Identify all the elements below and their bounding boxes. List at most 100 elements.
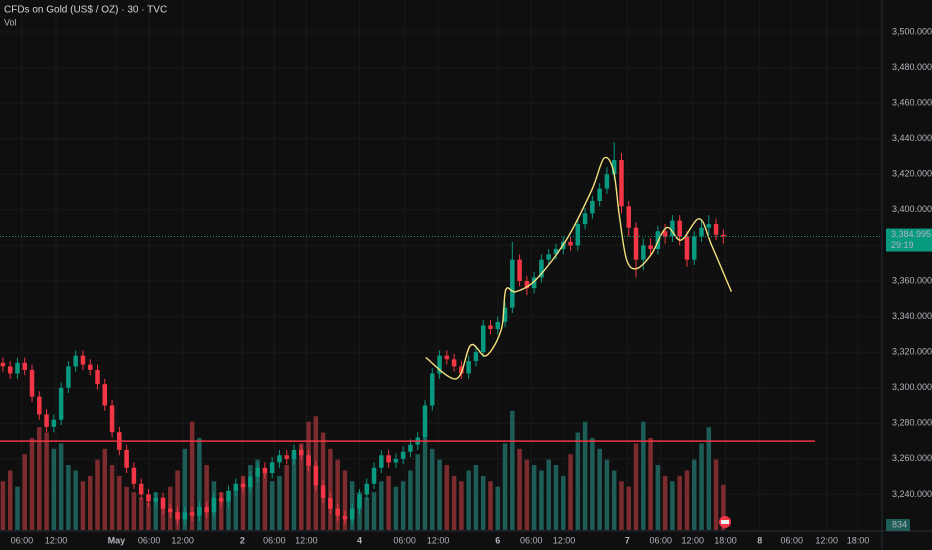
candle-body xyxy=(306,455,311,466)
volume-bar xyxy=(415,454,420,530)
volume-bar xyxy=(255,459,260,530)
x-tick-label: 18:00 xyxy=(847,535,870,545)
candle-body xyxy=(480,325,486,353)
candle-body xyxy=(648,245,653,249)
volume-bar xyxy=(502,443,508,530)
candle-body xyxy=(182,512,188,520)
volume-bar xyxy=(87,475,93,530)
volume-bar xyxy=(51,448,57,530)
candle-body xyxy=(233,483,239,491)
candle-body xyxy=(604,174,610,189)
candle-body xyxy=(684,236,690,260)
x-tick-label: 8 xyxy=(757,535,762,545)
candle-body xyxy=(160,497,166,509)
candle-body xyxy=(138,483,144,495)
volume-bar xyxy=(117,475,122,530)
candle-body xyxy=(466,361,471,374)
volume-bar xyxy=(626,486,632,530)
x-tick-label: 7 xyxy=(625,535,630,545)
volume-bar xyxy=(691,459,697,530)
volume-bar xyxy=(582,421,588,530)
candle-body xyxy=(204,506,209,513)
candle-body xyxy=(29,369,35,397)
volume-bar xyxy=(29,437,35,530)
volume-bar xyxy=(15,486,20,530)
volume-bar xyxy=(597,448,602,530)
drawn-curve xyxy=(425,156,733,380)
volume-bar xyxy=(284,465,289,530)
volume-bar xyxy=(611,470,617,530)
candle-body xyxy=(502,307,508,322)
candle-body xyxy=(590,200,595,214)
volume-bar xyxy=(561,475,566,530)
volume-bar xyxy=(342,470,348,530)
candle-body xyxy=(459,366,464,374)
candle-body xyxy=(364,483,370,495)
x-tick-label: 18:00 xyxy=(714,535,737,545)
volume-bar xyxy=(379,481,384,530)
volume-bar xyxy=(226,497,231,530)
volume-bar xyxy=(510,410,515,530)
volume-bar xyxy=(240,475,246,530)
volume-bar xyxy=(0,481,6,530)
axes: 3,240.000 3,260.000 3,280.000 3,300.000 3,32… xyxy=(11,26,932,545)
volume-bar xyxy=(124,486,129,530)
volume-bar xyxy=(633,443,639,530)
volume-bar xyxy=(590,437,595,530)
y-tick-label: 3,360.000 xyxy=(892,275,932,285)
volume-bar xyxy=(430,448,435,530)
volume-bar xyxy=(641,421,646,530)
candle-body xyxy=(7,366,13,374)
x-tick-label: 06:00 xyxy=(11,535,34,545)
volume-bar xyxy=(400,481,406,530)
last-price-box xyxy=(886,228,932,252)
volume-bar xyxy=(451,475,457,530)
last-volume-box xyxy=(886,519,910,531)
candle-body xyxy=(146,494,151,502)
candle-body xyxy=(95,369,100,385)
candle-body xyxy=(699,227,704,237)
candle-body xyxy=(335,508,340,516)
y-tick-label: 3,260.000 xyxy=(892,453,932,463)
volume-bar xyxy=(546,459,551,530)
candle-body xyxy=(400,451,406,459)
alert-icon[interactable] xyxy=(719,516,731,528)
y-tick-label: 3,320.000 xyxy=(892,347,932,357)
volume-bar xyxy=(568,454,573,530)
volume-bar xyxy=(684,470,690,530)
alert-icon-glyph[interactable] xyxy=(721,520,729,524)
volume-bar xyxy=(466,470,471,530)
y-tick-label: 3,300.000 xyxy=(892,382,932,392)
candle-body xyxy=(430,373,435,406)
volume-bar xyxy=(146,502,151,530)
x-tick-label: 6 xyxy=(495,535,500,545)
overlay xyxy=(0,156,882,442)
candle-body xyxy=(517,259,522,282)
candle-body xyxy=(510,259,515,308)
indicator-label: Vol xyxy=(4,17,17,27)
candle-body xyxy=(87,364,93,370)
volume-bar xyxy=(721,484,726,530)
candle-body xyxy=(153,497,158,502)
candle-body xyxy=(611,160,617,175)
candle-body xyxy=(22,362,27,370)
volume-bar xyxy=(22,454,27,530)
candle-body xyxy=(15,362,20,374)
candle-body xyxy=(124,449,129,468)
x-tick-label: 12:00 xyxy=(815,535,838,545)
candle-body xyxy=(109,405,115,433)
volume-bar xyxy=(131,492,137,530)
x-tick-label: 4 xyxy=(357,535,362,545)
candle-body xyxy=(37,396,42,415)
volume-bar xyxy=(473,465,479,530)
candle-body xyxy=(102,384,108,406)
volume-bar xyxy=(480,475,486,530)
volume-bar xyxy=(182,448,188,530)
volume-bar xyxy=(713,459,719,530)
volume-bar xyxy=(248,465,253,530)
chart-title: CFDs on Gold (US$ / OZ) · 30 · TVC xyxy=(4,5,167,16)
x-tick-label: 12:00 xyxy=(682,535,705,545)
y-tick-label: 3,460.000 xyxy=(892,98,932,108)
